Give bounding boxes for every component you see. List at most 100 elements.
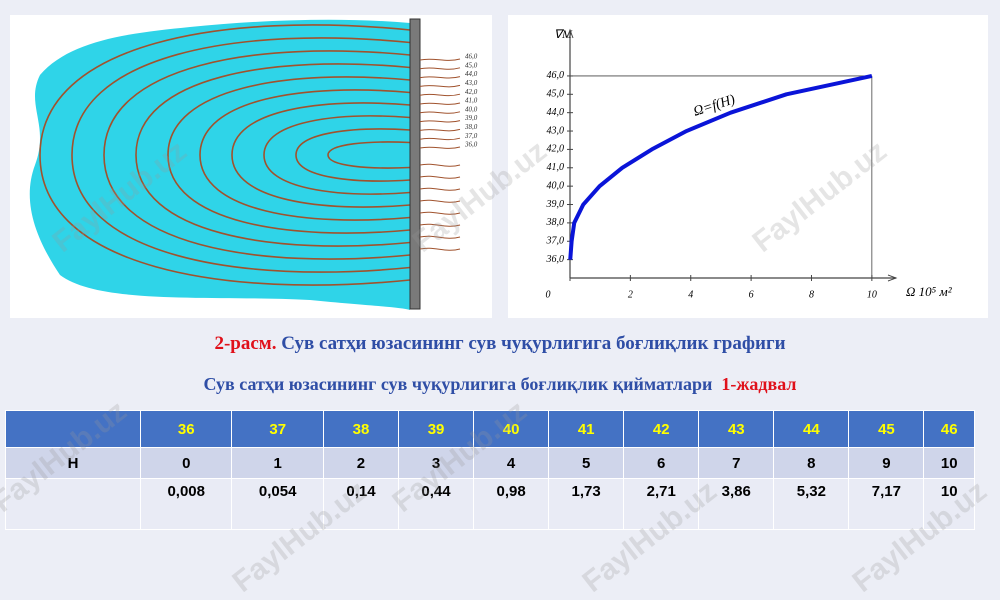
outflow-line	[419, 137, 461, 141]
y-tick-label: 45,0	[547, 89, 565, 100]
table-row: H 0 1 2 3 4 5 6 7 8 9 10	[5, 447, 975, 479]
table: 36 37 38 39 40 41 42 43 44 45 46 H 0 1 2 3 4 5 6 7 8 9 10 0,008…	[5, 410, 975, 530]
chart-panel: ∇М Ω 10⁵ м² Ω=f(H) 36,0 37,0 38,0 39,0 40,0 4…	[508, 15, 988, 318]
map-panel: 46,0 45,0 44,0 43,0 42,0 41,0 40,0 39,0 38,0 37,0…	[10, 15, 492, 318]
contour-label: 39,0	[464, 114, 478, 122]
caption-text: Сув сатҳи юзасининг сув чуқурлигига боғл…	[281, 333, 786, 354]
contour-line	[199, 89, 411, 221]
table-cell: 2,71	[623, 478, 700, 530]
y-tick-label: 40,0	[547, 180, 565, 191]
y-tick-label: 37,0	[546, 236, 565, 247]
caption: 2-расм. Сув сатҳи юзасининг сув чуқурлиг…	[0, 333, 1000, 355]
table-cell: 38	[322, 410, 400, 448]
contour-label: 36,0	[464, 141, 478, 149]
table-cell: 46	[923, 410, 975, 448]
table-cell: 4	[473, 447, 550, 479]
table-cell: H	[5, 447, 141, 479]
table-cell: 36	[139, 410, 233, 448]
contour-label: 45,0	[465, 61, 478, 69]
contour-line	[39, 24, 411, 286]
table-cell: 9	[848, 447, 925, 479]
table-cell: 37	[231, 410, 324, 448]
outflow-line	[419, 211, 461, 215]
outflow-line	[419, 128, 461, 132]
outflow-line	[419, 102, 461, 105]
outflow-line	[419, 93, 461, 97]
table-cell: 5,32	[773, 478, 850, 530]
table-cell	[5, 410, 141, 448]
table-cell: 6	[623, 447, 700, 479]
table-cell: 0,054	[231, 478, 324, 530]
table-cell: 5	[548, 447, 625, 479]
table-cell: 0,008	[139, 478, 233, 530]
table-cell: 45	[848, 410, 925, 448]
y-tick-label: 41,0	[547, 162, 565, 173]
outflow-line	[419, 247, 461, 251]
outflow-line	[419, 120, 461, 123]
contour-label: 40,0	[465, 105, 478, 113]
caption-number: 2-расм.	[214, 333, 277, 354]
y-tick-label: 36,0	[546, 254, 565, 265]
y-tick-label: 42,0	[547, 144, 565, 155]
table-cell: 7	[698, 447, 775, 479]
table-cell: 10	[923, 478, 975, 530]
table-cell: 43	[698, 410, 775, 448]
y-axis-label: ∇М	[554, 27, 573, 41]
outflow-line	[419, 223, 461, 227]
table-cell: 2	[322, 447, 400, 479]
x-tick-label: 6	[749, 289, 754, 300]
table-title: Сув сатҳи юзасининг сув чуқурлигига боғл…	[0, 374, 1000, 395]
outflow-line	[419, 67, 461, 70]
table-cell: 0,14	[322, 478, 400, 530]
x-tick-label: 2	[628, 289, 633, 300]
slide: {"chart_data": {"type": "line", "y_label…	[0, 15, 1000, 599]
contour-map: 46,045,044,043,042,041,040,039,038,037,0…	[29, 18, 478, 311]
x-tick-label: 8	[809, 289, 814, 300]
contour-line	[71, 37, 411, 273]
y-tick-label: 38,0	[546, 217, 565, 228]
x-tick-label: 0	[546, 289, 551, 300]
table-cell: 3,86	[698, 478, 775, 530]
outflow-line	[419, 58, 461, 61]
outflow-line	[419, 199, 461, 203]
outflow-line	[419, 163, 461, 167]
contour-label: 42,0	[465, 88, 478, 96]
curve-annotation: Ω=f(H)	[692, 92, 738, 120]
contour-label: 37,0	[464, 132, 478, 140]
table-title-text: Сув сатҳи юзасининг сув чуқурлигига боғл…	[203, 374, 713, 394]
outflow-line	[419, 146, 461, 149]
data-line	[568, 73, 873, 260]
contour-line	[295, 128, 411, 182]
outflow-line	[419, 235, 461, 239]
outflow-line	[419, 111, 461, 114]
axis-arrow	[566, 28, 574, 39]
y-tick-label: 39,0	[546, 199, 565, 210]
contour-label: 38,0	[464, 123, 478, 131]
y-tick-label: 44,0	[547, 107, 565, 118]
table-cell: 40	[473, 410, 550, 448]
x-tick-label: 4	[688, 289, 693, 300]
table-cell: 0	[139, 447, 233, 479]
table-row: 0,008 0,054 0,14 0,44 0,98 1,73 2,71 3,86 5,32 7,…	[5, 478, 975, 530]
table-cell: 10	[923, 447, 975, 479]
table-cell: 44	[773, 410, 850, 448]
contour-label: 46,0	[465, 53, 478, 61]
contour-label: 41,0	[465, 97, 478, 105]
contour-line	[263, 115, 411, 195]
outflow-line	[419, 175, 461, 179]
table-cell: 1,73	[548, 478, 625, 530]
table-cell: 41	[548, 410, 625, 448]
outflow-line	[419, 187, 461, 191]
table-cell: 1	[231, 447, 324, 479]
table-cell: 3	[397, 447, 475, 479]
x-axis-label: Ω 10⁵ м²	[906, 284, 953, 299]
table-cell: 39	[397, 410, 475, 448]
contour-line	[135, 63, 411, 247]
x-tick-label: 10	[867, 289, 877, 300]
table-cell: 42	[623, 410, 700, 448]
dam	[409, 18, 421, 310]
outflow-line	[419, 84, 461, 88]
contour-label: 44,0	[465, 70, 478, 78]
table-cell: 7,17	[848, 478, 925, 530]
y-tick-label: 43,0	[547, 125, 565, 136]
